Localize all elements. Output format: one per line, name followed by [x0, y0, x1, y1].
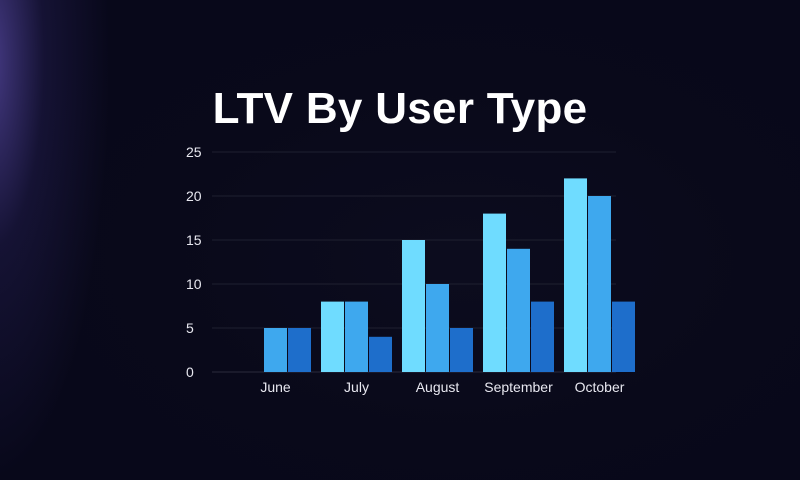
bar-august-series-2 [426, 284, 449, 372]
y-tick-label: 10 [186, 276, 202, 292]
x-tick-label: August [416, 379, 460, 395]
bar-june-series-2 [264, 328, 287, 372]
chart-title: LTV By User Type [212, 84, 588, 133]
x-tick-label: July [344, 379, 369, 395]
x-tick-label: October [575, 379, 625, 395]
y-tick-label: 5 [186, 320, 194, 336]
x-tick-label: June [260, 379, 291, 395]
bar-june-series-3 [288, 328, 311, 372]
bar-september-series-1 [483, 213, 506, 372]
bar-july-series-2 [345, 301, 368, 372]
bar-october-series-1 [564, 178, 587, 372]
bar-august-series-3 [450, 328, 473, 372]
y-tick-label: 0 [186, 364, 194, 380]
bar-october-series-3 [612, 301, 635, 372]
y-tick-label: 25 [186, 144, 202, 160]
bar-july-series-3 [369, 336, 392, 372]
y-tick-label: 20 [186, 188, 202, 204]
bar-october-series-2 [588, 196, 611, 372]
bar-july-series-1 [321, 301, 344, 372]
y-tick-label: 15 [186, 232, 202, 248]
bar-august-series-1 [402, 240, 425, 372]
x-tick-label: September [484, 379, 553, 395]
bar-september-series-3 [531, 301, 554, 372]
bar-september-series-2 [507, 248, 530, 372]
